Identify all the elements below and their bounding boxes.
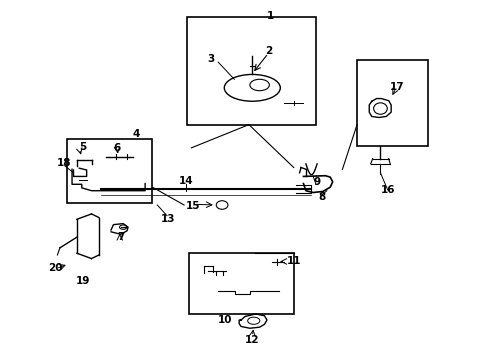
Text: 19: 19 — [76, 276, 91, 286]
Text: 13: 13 — [161, 214, 175, 224]
Bar — [67, 139, 152, 203]
Text: 7: 7 — [117, 232, 124, 242]
Text: 4: 4 — [133, 129, 140, 139]
Text: 3: 3 — [207, 54, 215, 64]
Text: 5: 5 — [79, 142, 87, 152]
Text: 14: 14 — [179, 176, 194, 186]
Text: 1: 1 — [267, 11, 274, 21]
Text: 15: 15 — [186, 201, 200, 211]
Bar — [187, 18, 316, 125]
Text: 6: 6 — [114, 143, 121, 153]
Text: 16: 16 — [381, 185, 395, 195]
Text: 8: 8 — [318, 192, 326, 202]
Text: 12: 12 — [245, 335, 260, 345]
Text: 11: 11 — [287, 256, 301, 266]
Bar — [357, 60, 428, 146]
Text: 18: 18 — [56, 158, 71, 168]
Text: 20: 20 — [48, 262, 62, 273]
Text: 2: 2 — [265, 46, 272, 56]
Text: 9: 9 — [314, 177, 320, 187]
Text: 17: 17 — [390, 82, 404, 92]
Bar — [189, 253, 294, 314]
Text: 10: 10 — [218, 315, 233, 325]
